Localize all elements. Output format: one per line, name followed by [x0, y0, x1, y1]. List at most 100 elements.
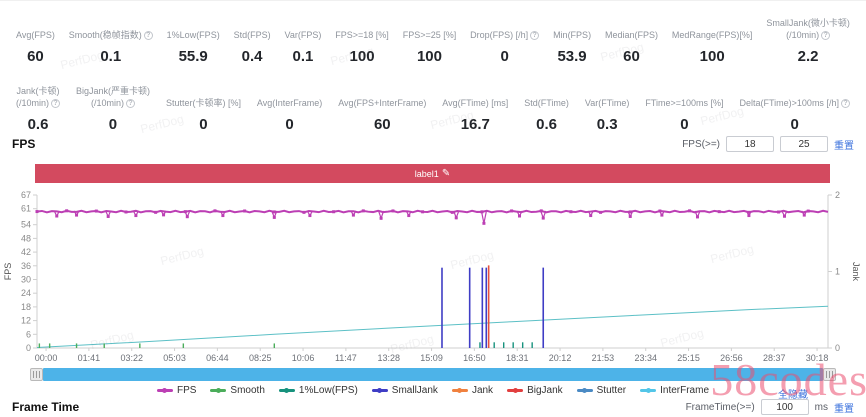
stat-label: Var(FTime): [585, 83, 630, 109]
help-icon[interactable]: ?: [840, 98, 850, 108]
stat-label: Drop(FPS) [/h]?: [470, 15, 540, 41]
stat-value: 0: [680, 116, 689, 133]
stat-var-fps: Var(FPS) 0.1: [285, 15, 322, 65]
stat-label: BigJank(严重卡顿) (/10min)?: [76, 83, 150, 109]
stat-value: 100: [349, 48, 375, 65]
point-marker: [539, 209, 543, 213]
x-tick-label: 11:47: [335, 353, 357, 363]
dip-marker: [518, 214, 522, 218]
stat-label-text: BigJank(严重卡顿): [75, 86, 150, 96]
chart-range-scrollbar[interactable]: [30, 368, 836, 381]
help-icon[interactable]: ?: [51, 98, 61, 108]
hide-all-link[interactable]: 全隐藏: [778, 390, 808, 401]
point-marker: [480, 210, 484, 214]
point-marker: [717, 210, 721, 214]
scrollbar-left-handle[interactable]: [30, 368, 43, 381]
stats-row-2: Jank(卡顿) (/10min)? 0.6 BigJank(严重卡顿) (/10min…: [16, 83, 850, 133]
y-left-tick-label: 6: [26, 329, 31, 339]
stat-label: Jank(卡顿) (/10min)?: [16, 83, 61, 109]
legend-label: BigJank: [527, 385, 563, 396]
y-left-axis-title: FPS: [3, 263, 13, 281]
fps-section-title: FPS: [12, 137, 36, 151]
help-icon[interactable]: ?: [125, 98, 135, 108]
dip-marker: [185, 215, 189, 219]
scrollbar-right-handle[interactable]: [823, 368, 836, 381]
help-icon[interactable]: ?: [821, 30, 831, 40]
stat-bigjank: BigJank(严重卡顿) (/10min)? 0: [76, 83, 150, 133]
legend-label: Stutter: [596, 385, 627, 396]
fps-threshold-input-2[interactable]: [780, 136, 828, 152]
y-left-tick-label: 61: [21, 204, 31, 214]
point-marker: [688, 209, 692, 213]
x-tick-label: 18:31: [506, 353, 529, 363]
legend-item-jank[interactable]: Jank: [451, 385, 493, 396]
series-line: [36, 305, 829, 349]
stat-label: Std(FPS): [234, 15, 271, 41]
legend-item-1-low-fps[interactable]: 1%Low(FPS): [278, 385, 358, 396]
point-marker: [658, 209, 662, 213]
x-tick-label: 10:06: [292, 353, 315, 363]
stat-label-text: (/10min): [90, 98, 124, 108]
stat-fps-18: FPS>=18 [%] 100: [335, 15, 389, 65]
scrollbar-track[interactable]: [43, 368, 823, 381]
point-marker: [332, 210, 336, 214]
stat-value: 0.3: [596, 116, 618, 133]
x-tick-label: 03:22: [120, 353, 143, 363]
stat-value: 60: [373, 116, 391, 133]
stat-label-text: MedRange(FPS)[%]: [671, 30, 753, 40]
chart-legend: FPS Smooth 1%Low(FPS) SmallJank Jank BigJank S…: [0, 385, 866, 396]
legend-item-stutter[interactable]: Stutter: [576, 385, 627, 396]
stat-value: 55.9: [178, 48, 208, 65]
point-marker: [599, 210, 603, 214]
point-marker: [628, 210, 632, 214]
point-marker: [302, 210, 306, 214]
fps-reset-link[interactable]: 重置: [834, 140, 854, 152]
frametime-threshold-input[interactable]: [760, 399, 809, 415]
y-left-tick-label: 18: [21, 302, 31, 312]
frametime-unit-label: ms: [814, 401, 828, 413]
edit-pencil-icon[interactable]: ✎: [441, 168, 451, 179]
legend-marker-icon: [451, 388, 468, 393]
frametime-reset-link[interactable]: 重置: [834, 403, 854, 415]
y-left-tick-label: 48: [21, 233, 31, 243]
stat-label: Delta(FTime)>100ms [/h]?: [740, 83, 850, 109]
legend-item-bigjank[interactable]: BigJank: [507, 385, 563, 396]
legend-item-fps[interactable]: FPS: [156, 385, 196, 396]
dip-marker: [308, 214, 312, 218]
y-left-tick-label: 24: [21, 288, 31, 298]
chart-label-bar[interactable]: label1 ✎: [35, 164, 830, 183]
stat-std-fps: Std(FPS) 0.4: [234, 15, 271, 65]
help-icon[interactable]: ?: [143, 30, 153, 40]
point-marker: [213, 209, 217, 213]
dip-marker: [55, 214, 59, 218]
dip-marker: [802, 213, 806, 217]
stat-avg-ftime-ms: Avg(FTime) [ms] 16.7: [442, 83, 508, 133]
stat-label: Median(FPS): [605, 15, 658, 41]
chart-legend-row: FPS Smooth 1%Low(FPS) SmallJank Jank BigJank S…: [0, 385, 866, 401]
help-icon[interactable]: ?: [530, 30, 540, 40]
dip-marker: [628, 214, 632, 218]
stat-value: 0.4: [241, 48, 263, 65]
stat-value: 0: [285, 116, 294, 133]
x-tick-label: 16:50: [463, 353, 486, 363]
stat-value: 0.1: [100, 48, 122, 65]
stat-fps-25: FPS>=25 [%] 100: [403, 15, 457, 65]
fps-threshold-input-1[interactable]: [726, 136, 774, 152]
x-tick-label: 01:41: [78, 353, 101, 363]
legend-item-interframe[interactable]: InterFrame: [640, 385, 709, 396]
y-left-tick-label: 54: [21, 220, 31, 230]
point-marker: [183, 210, 187, 214]
fps-threshold-filter: FPS(>=) 重置: [682, 136, 854, 152]
legend-label: SmallJank: [391, 385, 438, 396]
dip-marker: [407, 214, 411, 218]
stat-value: 16.7: [460, 116, 490, 133]
point-marker: [747, 210, 751, 214]
stat-label-text: Avg(FTime) [ms]: [442, 98, 509, 108]
stat-label-text: Std(FTime): [524, 98, 569, 108]
stat-label-text: FPS>=18 [%]: [335, 30, 389, 40]
legend-item-smooth[interactable]: Smooth: [210, 385, 265, 396]
dip-marker: [379, 216, 383, 220]
dip-marker: [106, 214, 110, 218]
legend-item-smalljank[interactable]: SmallJank: [371, 385, 438, 396]
stat-label-text: Avg(InterFrame): [256, 98, 323, 108]
